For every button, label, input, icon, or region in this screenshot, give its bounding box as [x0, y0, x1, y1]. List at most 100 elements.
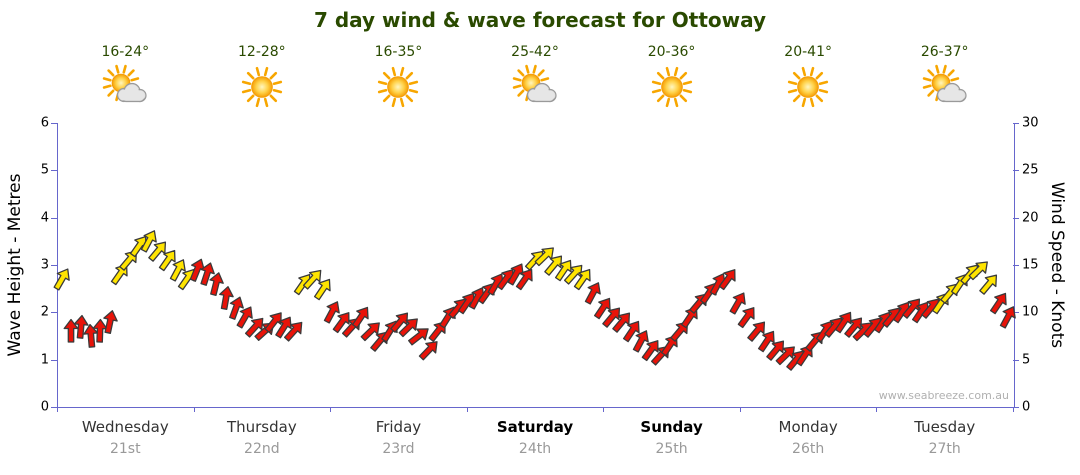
temperature-label: 16-24° [101, 44, 150, 60]
left-axis-tick-label: 6 [40, 115, 49, 131]
wind-arrow-red [498, 257, 534, 293]
date-label: 21st [109, 441, 141, 457]
sun-cloud-icon [512, 64, 558, 110]
wind-arrow-yellow [546, 252, 582, 288]
wind-arrow-red [401, 318, 437, 354]
wind-arrow-red [594, 299, 631, 336]
wind-arrow-red [720, 285, 756, 321]
wind-arrow-red [391, 308, 428, 345]
temperature-label: 12-28° [238, 44, 286, 60]
date-label: 26th [792, 441, 825, 457]
day-boundary-tick [466, 407, 468, 412]
wind-arrow-red [729, 299, 765, 335]
wind-arrow-red [95, 306, 126, 337]
wind-arrow-red [826, 304, 862, 340]
wind-arrow-red [739, 313, 776, 350]
wind-arrow-red [211, 283, 241, 313]
day-boundary-tick [603, 407, 605, 412]
day-label: Sunday [640, 418, 703, 436]
left-axis-tick-label: 5 [40, 162, 49, 178]
right-axis-tick-label: 15 [1022, 257, 1039, 273]
wind-arrow-red [237, 308, 274, 345]
left-axis-tick [51, 359, 57, 361]
wind-arrow-red [87, 318, 114, 345]
wind-arrow-red [585, 290, 621, 326]
right-axis-tick [1013, 265, 1019, 266]
wind-arrow-red [190, 258, 223, 291]
sun-icon [649, 64, 695, 110]
wind-arrow-red [381, 303, 418, 340]
left-axis-tick-label: 1 [40, 352, 49, 368]
sun-cloud-icon [102, 64, 148, 110]
wind-arrow-yellow [971, 266, 1008, 303]
sun-cloud-icon [922, 64, 968, 110]
right-axis-tick [1013, 217, 1019, 219]
wind-arrow-red [180, 253, 214, 287]
day-boundary-tick [876, 407, 878, 412]
wind-arrow-yellow [536, 247, 573, 284]
wind-arrow-yellow [304, 271, 340, 307]
left-axis-tick-label: 0 [40, 399, 49, 415]
left-axis-tick-label: 4 [40, 210, 49, 226]
sun-icon [375, 64, 421, 110]
temperature-label: 16-35° [374, 44, 423, 60]
right-axis-tick [1013, 312, 1019, 314]
left-axis-tick-label: 2 [40, 304, 49, 320]
wind-arrow-red [749, 323, 785, 359]
right-axis-tick-label: 25 [1022, 162, 1039, 178]
sun-icon [785, 64, 831, 110]
wind-arrow-red [266, 309, 302, 345]
left-axis-tick [51, 407, 57, 408]
wind-arrow-red [352, 313, 389, 350]
day-label: Saturday [496, 418, 574, 436]
wind-arrow-red [652, 327, 688, 363]
wind-arrow-red [893, 289, 930, 326]
wind-arrow-red [507, 261, 543, 297]
day-label: Thursday [226, 418, 297, 436]
right-axis-tick-label: 20 [1022, 210, 1039, 226]
wind-arrow-red [980, 285, 1016, 321]
right-axis-tick-label: 5 [1022, 352, 1031, 368]
wind-arrow-red [343, 299, 379, 335]
left-axis-tick [51, 217, 57, 219]
day-boundary-tick [57, 407, 58, 412]
wind-arrow-yellow [111, 242, 148, 279]
day-label: Wednesday [81, 418, 169, 436]
date-label: 25th [655, 441, 688, 457]
wind-arrow-yellow [150, 242, 186, 278]
wind-arrow-yellow [295, 261, 332, 298]
date-label: 23rd [382, 441, 415, 457]
wind-arrow-red [201, 268, 233, 300]
temperature-label: 20-41° [784, 44, 832, 60]
wind-arrow-red [614, 313, 650, 349]
left-axis-tick [51, 123, 57, 124]
day-label: Friday [375, 418, 422, 436]
wind-arrow-yellow [961, 251, 998, 288]
sun-icon [239, 64, 285, 110]
wind-arrow-yellow [160, 252, 195, 287]
right-axis-tick [1013, 407, 1019, 408]
wind-arrow-red [575, 276, 610, 311]
wind-arrow-red [420, 313, 456, 349]
wind-arrow-yellow [555, 256, 592, 293]
right-axis-tick-label: 10 [1022, 304, 1039, 320]
wind-arrow-red [991, 299, 1026, 334]
left-axis-tick-label: 3 [40, 257, 49, 273]
wind-arrow-red [710, 261, 746, 297]
wind-arrow-yellow [526, 237, 563, 274]
wind-arrow-yellow [140, 232, 177, 269]
day-boundary-tick [330, 407, 332, 412]
wind-arrow-red [835, 308, 872, 345]
wind-arrow-red [633, 332, 669, 368]
wind-arrow-red [219, 291, 252, 324]
wind-arrow-yellow [131, 224, 166, 259]
day-label: Monday [778, 418, 838, 436]
wind-arrow-red [410, 332, 447, 369]
wind-arrow-red [624, 323, 659, 358]
right-axis-tick [1013, 359, 1019, 361]
chart-title: 7 day wind & wave forecast for Ottoway [313, 8, 767, 32]
wind-arrow-red [604, 303, 641, 340]
wind-arrow-red [256, 304, 292, 340]
date-label: 27th [928, 441, 961, 457]
